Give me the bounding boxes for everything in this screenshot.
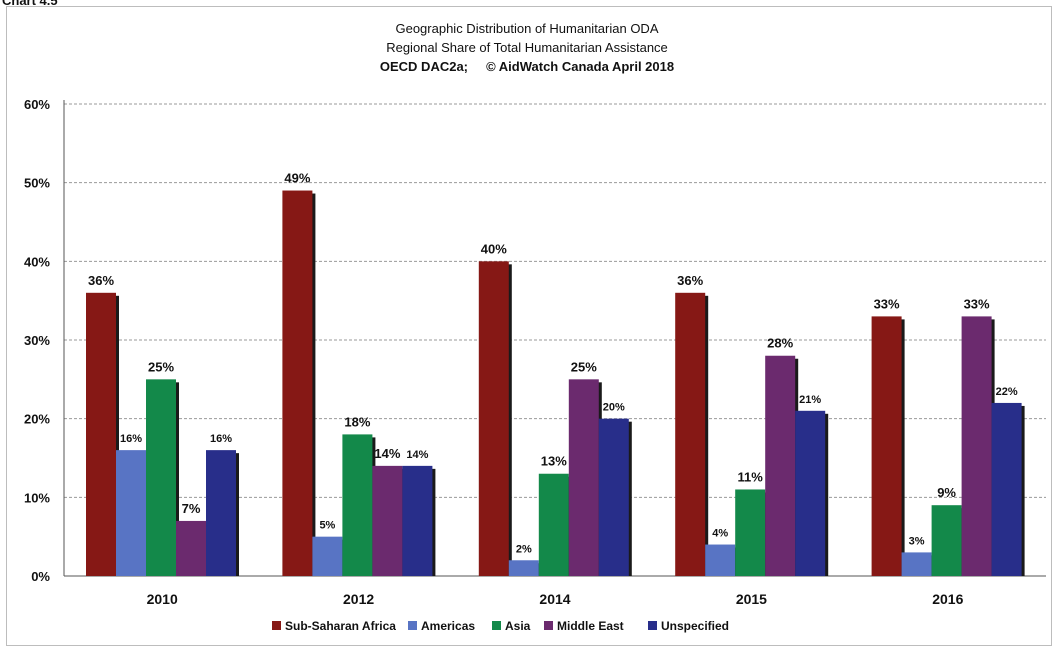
bar	[508, 560, 539, 576]
data-label: 36%	[677, 273, 703, 288]
bar	[871, 316, 902, 576]
data-label: 21%	[799, 394, 821, 406]
legend-label: Americas	[421, 619, 475, 633]
x-tick-label: 2014	[539, 591, 570, 607]
bar	[598, 418, 629, 576]
bar	[282, 190, 313, 577]
data-label: 33%	[874, 296, 900, 311]
data-label: 33%	[964, 296, 990, 311]
bar	[931, 505, 962, 576]
legend-swatch	[492, 621, 501, 630]
data-label: 16%	[120, 433, 142, 445]
data-label: 4%	[712, 528, 728, 540]
chart-subtitle: Regional Share of Total Humanitarian Ass…	[386, 40, 668, 55]
x-tick-label: 2016	[932, 591, 963, 607]
legend-label: Sub-Saharan Africa	[285, 619, 396, 633]
data-label: 25%	[148, 359, 174, 374]
legend-label: Middle East	[557, 619, 624, 633]
data-label: 36%	[88, 273, 114, 288]
x-tick-label: 2015	[736, 591, 767, 607]
bar	[765, 355, 796, 576]
data-label: 14%	[374, 446, 400, 461]
data-label: 16%	[210, 433, 232, 445]
chart-title: Geographic Distribution of Humanitarian …	[395, 21, 659, 36]
source-left: OECD DAC2a;	[379, 59, 469, 74]
bar	[705, 544, 736, 576]
y-tick-label: 60%	[24, 97, 50, 112]
data-label: 49%	[284, 171, 310, 186]
bar	[342, 434, 373, 576]
data-label: 25%	[571, 359, 597, 374]
data-label: 13%	[541, 454, 567, 469]
bar	[478, 261, 509, 576]
legend-swatch	[272, 621, 281, 630]
legend-label: Unspecified	[661, 619, 729, 633]
bar	[402, 465, 433, 576]
data-label: 14%	[406, 449, 428, 461]
legend-label: Asia	[505, 619, 531, 633]
data-label: 18%	[344, 414, 370, 429]
source-right: © AidWatch Canada April 2018	[486, 59, 675, 74]
bar	[86, 292, 116, 576]
y-tick-label: 30%	[24, 333, 50, 348]
bar	[206, 450, 236, 576]
bar	[901, 552, 932, 576]
data-label: 20%	[603, 402, 625, 414]
data-label: 3%	[909, 535, 925, 547]
bar	[675, 292, 706, 576]
data-label: 28%	[767, 336, 793, 351]
bar	[795, 410, 826, 576]
data-label: 11%	[738, 469, 764, 484]
data-label: 40%	[481, 241, 507, 256]
bar	[116, 450, 146, 576]
chart-number-label: Chart 4.5	[2, 0, 58, 8]
bar	[961, 316, 992, 576]
x-tick-label: 2010	[147, 591, 178, 607]
y-tick-label: 10%	[24, 490, 50, 505]
data-label: 5%	[319, 520, 335, 532]
y-tick-label: 20%	[24, 412, 50, 427]
legend-swatch	[648, 621, 657, 630]
legend-swatch	[408, 621, 417, 630]
bar	[312, 536, 343, 576]
data-label: 22%	[996, 386, 1018, 398]
data-label: 2%	[516, 543, 532, 555]
data-label: 9%	[937, 485, 956, 500]
chart-source: OECD DAC2a; © AidWatch Canada April 2018	[0, 59, 1054, 74]
legend-swatch	[544, 621, 553, 630]
data-label: 7%	[182, 501, 201, 516]
bar	[991, 402, 1022, 576]
bar	[176, 520, 206, 576]
x-tick-label: 2012	[343, 591, 374, 607]
bar	[568, 379, 599, 576]
bar	[735, 489, 766, 576]
bar	[146, 379, 176, 576]
y-tick-label: 0%	[31, 569, 50, 584]
bar	[372, 465, 403, 576]
y-tick-label: 40%	[24, 254, 50, 269]
bar	[538, 473, 569, 576]
y-tick-label: 50%	[24, 176, 50, 191]
